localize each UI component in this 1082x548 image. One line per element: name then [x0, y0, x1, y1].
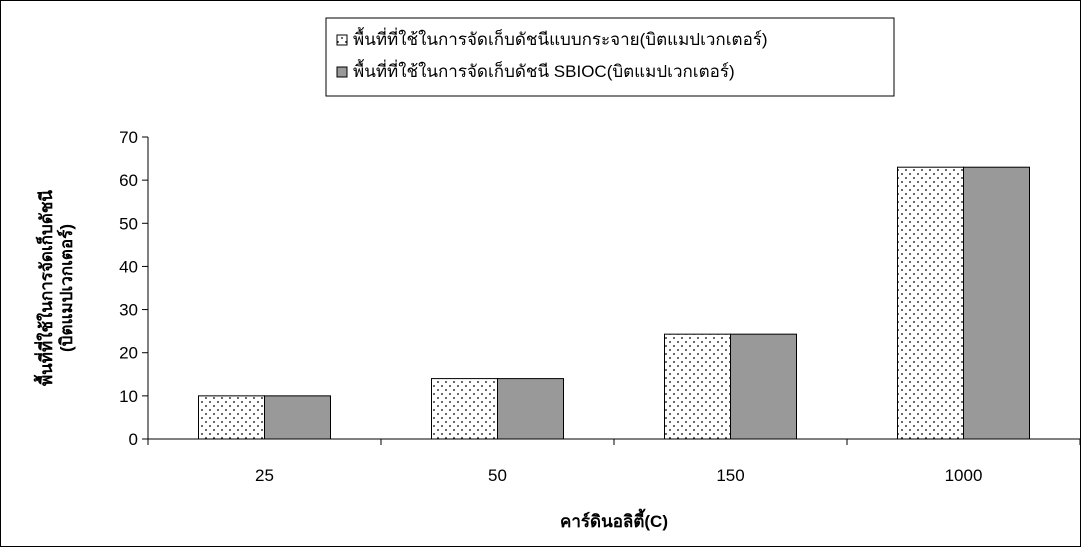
bar-series-1-150 — [664, 333, 731, 440]
bar-series-2-50 — [497, 378, 564, 440]
legend-swatch-series-2 — [336, 66, 348, 78]
bars — [198, 166, 1030, 440]
x-tick-label: 150 — [716, 466, 744, 485]
bar-series-1-25 — [198, 395, 265, 440]
y-tick-label: 50 — [119, 214, 138, 233]
bar-series-2-150 — [730, 333, 797, 440]
bar-series-2-25 — [264, 395, 331, 440]
bar-series-2-1000 — [963, 166, 1030, 440]
legend: พื้นที่ที่ใช้ในการจัดเก็บดัชนีแบบกระจาย(… — [325, 17, 895, 97]
y-ticks: 0 10 20 30 40 50 60 70 — [119, 128, 148, 449]
y-axis-title-line-1: พื้นที่ที่ใช้ในการจัดเก็บดัชนี — [33, 190, 56, 386]
bar-series-1-50 — [431, 378, 498, 440]
x-axis-title: คาร์ดินอลิตี้(C) — [560, 508, 668, 531]
legend-label-series-1: พื้นที่ที่ใช้ในการจัดเก็บดัชนีแบบกระจาย(… — [353, 27, 768, 49]
y-tick-label: 70 — [119, 128, 138, 147]
x-ticks: 25 50 150 1000 — [147, 439, 1081, 485]
x-tick-label: 1000 — [945, 466, 983, 485]
x-tick-label: 25 — [255, 466, 274, 485]
y-tick-label: 20 — [119, 344, 138, 363]
y-tick-label: 40 — [119, 257, 138, 276]
legend-label-series-2: พื้นที่ที่ใช้ในการจัดเก็บดัชนี SBIOC(บิต… — [353, 59, 735, 81]
y-tick-label: 30 — [119, 301, 138, 320]
x-tick-label: 50 — [488, 466, 507, 485]
y-tick-label: 0 — [129, 430, 138, 449]
legend-box — [325, 17, 895, 97]
y-tick-label: 60 — [119, 171, 138, 190]
legend-swatch-series-1 — [336, 34, 348, 46]
bar-series-1-1000 — [897, 166, 964, 440]
y-axis-title-line-2: (บิตแมปเวกเตอร์) — [56, 224, 76, 352]
y-tick-label: 10 — [119, 387, 138, 406]
